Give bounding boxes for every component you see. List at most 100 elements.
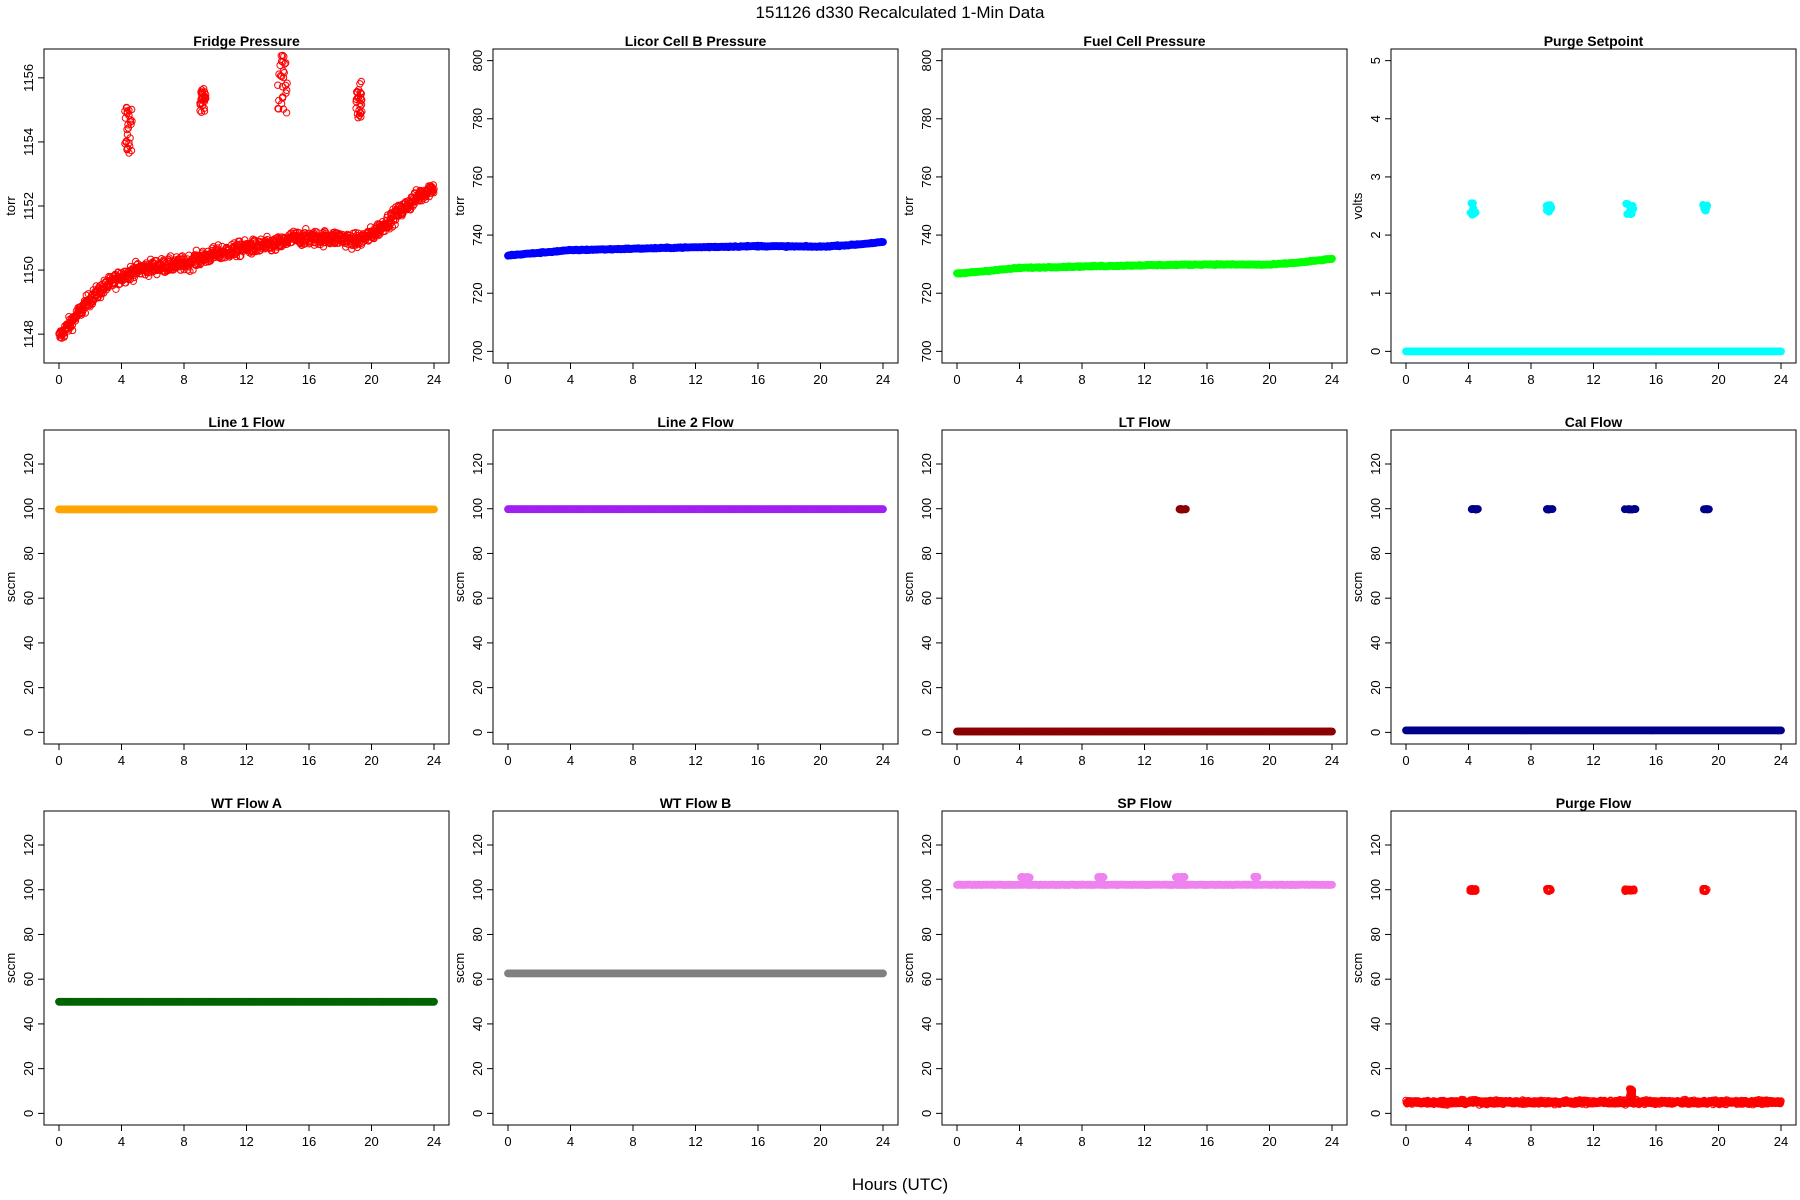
data-point [124,121,132,129]
data-point [352,104,360,113]
x-tick-label: 16 [1200,753,1214,768]
data-point [281,81,290,90]
y-tick-label: 20 [470,680,485,694]
data-point [353,88,361,96]
data-point [197,94,206,103]
x-tick-label: 12 [688,753,702,768]
y-tick-label: 720 [919,282,934,304]
x-tick-label: 16 [751,1134,765,1149]
data-point [275,96,283,105]
data-point [1178,505,1186,514]
x-tick-label: 20 [1711,372,1725,387]
data-point [202,90,210,99]
y-tick-label: 40 [21,636,36,650]
data-point [1468,210,1476,219]
y-tick-label: 80 [1368,546,1383,560]
data-point [1702,505,1711,514]
x-tick-label: 0 [953,753,960,768]
data-point [1328,254,1336,263]
panel-title-purge-setpoint: Purge Setpoint [1544,33,1644,49]
data-point [121,114,130,122]
y-axis-label-fuel-cell-pressure: torr [901,196,916,216]
data-point [430,189,438,197]
x-tick-label: 24 [1774,753,1788,768]
y-tick-label: 0 [470,729,485,736]
y-tick-label: 100 [470,498,485,520]
y-tick-label: 1154 [21,128,36,156]
data-point [64,327,73,335]
x-tick-label: 8 [629,753,636,768]
x-tick-label: 4 [567,372,574,387]
x-tick-label: 20 [813,372,827,387]
panel-title-lt-flow: LT Flow [1119,414,1171,430]
data-point [879,505,887,514]
data-point [124,144,132,153]
data-point [78,309,86,318]
y-tick-label: 4 [1368,115,1383,122]
x-tick-label: 8 [180,753,187,768]
y-tick-label: 5 [1368,57,1383,64]
y-tick-label: 700 [919,341,934,363]
data-point [879,238,887,246]
x-tick-label: 16 [1649,753,1663,768]
y-tick-label: 1148 [21,320,36,348]
data-point [125,149,133,157]
plot-frame-cal-flow [1390,429,1797,745]
plot-frame-wt-flow-b [492,810,899,1126]
y-tick-label: 760 [470,166,485,188]
x-tick-label: 20 [364,753,378,768]
y-tick-label: 0 [470,1110,485,1117]
y-axis-label-line-1-flow: sccm [3,572,18,602]
y-tick-label: 20 [1368,680,1383,694]
x-tick-label: 12 [239,372,253,387]
data-point [1777,347,1785,356]
data-point [274,81,282,89]
plot-frame-wt-flow-a [43,810,450,1126]
x-tick-label: 12 [1137,753,1151,768]
data-point [198,90,207,98]
y-tick-label: 100 [1368,498,1383,520]
x-tick-label: 20 [1262,372,1276,387]
data-point [1328,727,1336,736]
data-point [1545,207,1553,216]
x-tick-label: 24 [876,372,890,387]
data-points-wt-flow-b [504,969,887,978]
x-tick-label: 0 [55,753,62,768]
data-points-fuel-cell-pressure [953,254,1336,278]
y-tick-label: 0 [1368,348,1383,355]
y-tick-label: 800 [919,50,934,72]
y-tick-label: 780 [470,108,485,130]
plot-frame-lt-flow [941,429,1348,745]
y-tick-label: 60 [1368,591,1383,605]
panel-title-fridge-pressure: Fridge Pressure [193,33,300,49]
y-tick-label: 40 [1368,636,1383,650]
y-tick-label: 60 [21,972,36,986]
y-tick-label: 40 [470,1017,485,1031]
plot-frame-licor-cell-b-pressure [492,48,899,364]
y-tick-label: 120 [21,834,36,856]
data-point [68,326,77,335]
data-point [123,104,131,112]
data-point [124,124,133,132]
data-point [283,79,291,87]
x-tick-label: 16 [1649,372,1663,387]
data-point [128,105,136,114]
x-tick-label: 4 [1465,372,1472,387]
y-tick-label: 60 [470,591,485,605]
panel-title-licor-cell-b-pressure: Licor Cell B Pressure [625,33,767,49]
data-point [352,95,361,104]
x-tick-label: 8 [1527,753,1534,768]
x-tick-label: 24 [427,753,441,768]
x-tick-label: 20 [813,753,827,768]
x-tick-label: 20 [364,372,378,387]
data-point [1473,505,1481,514]
x-tick-label: 20 [1262,753,1276,768]
x-tick-label: 24 [1325,753,1339,768]
data-point [278,94,287,102]
